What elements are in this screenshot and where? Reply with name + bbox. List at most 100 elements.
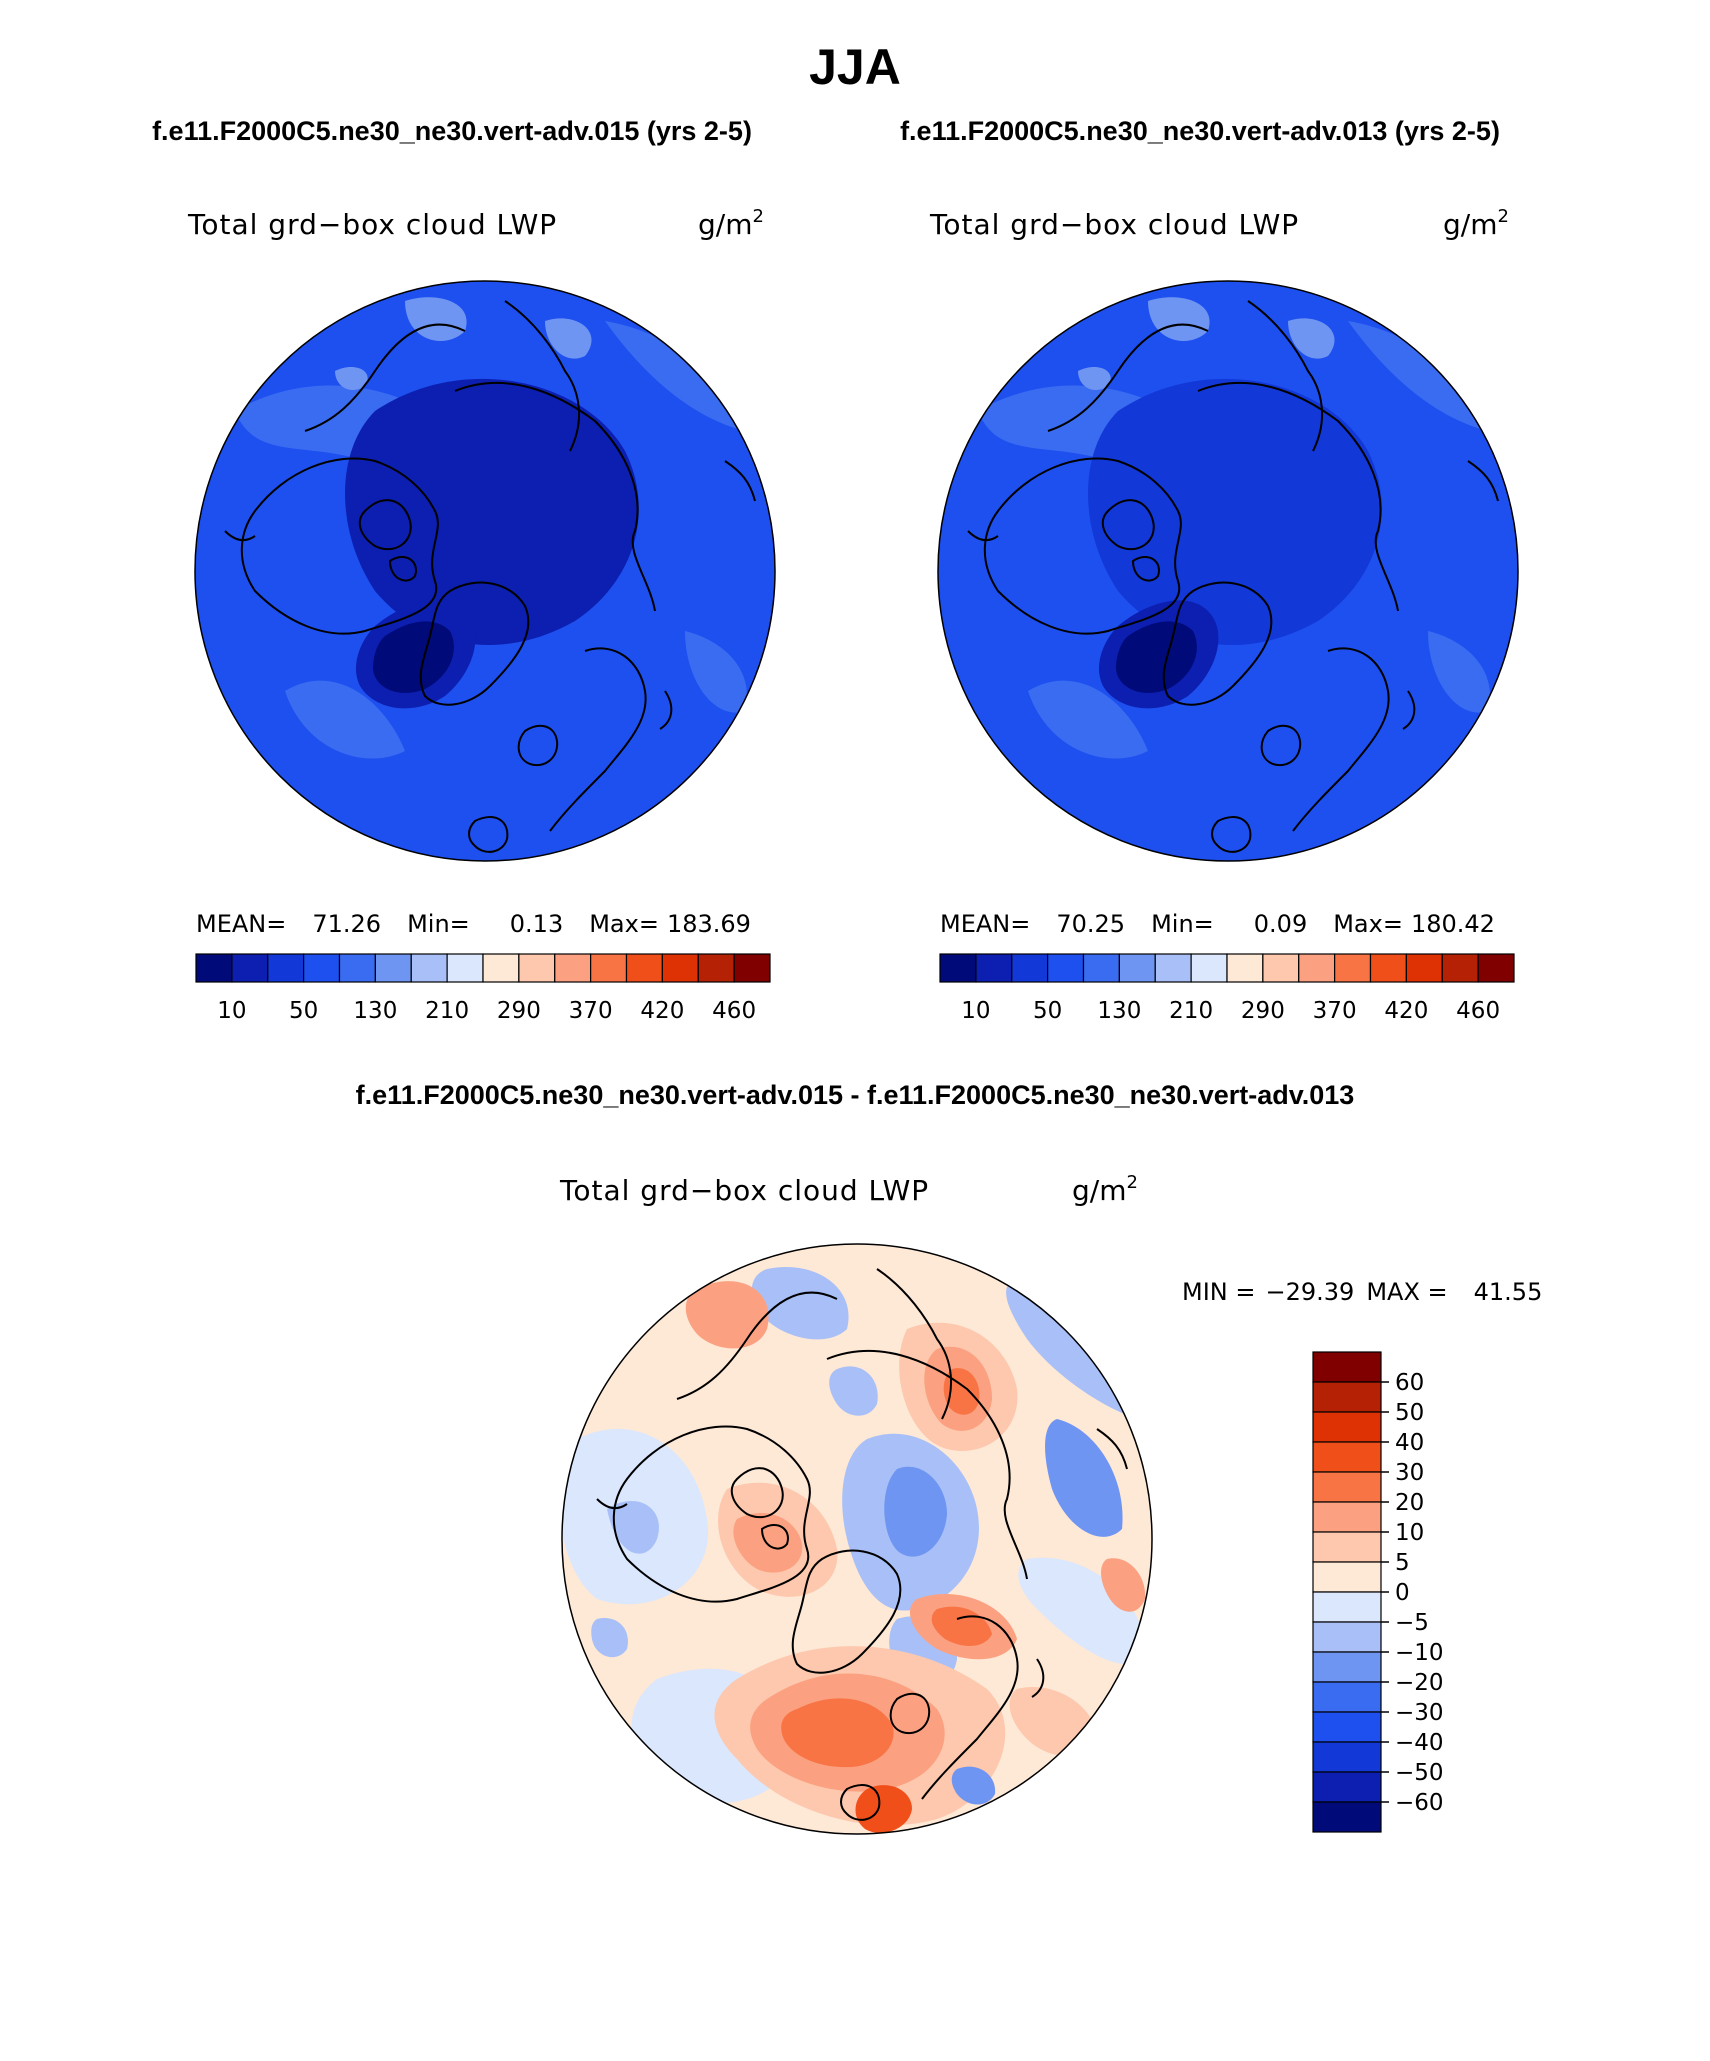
colorbar-box [1312,1591,1382,1623]
colorbar-box [733,953,771,983]
colorbar-box [1011,953,1049,983]
panel2-colorbar: 10 50 130 210 290 370 420 460 [939,953,1515,1024]
colorbar-tick-label: 10 [217,998,246,1024]
difference-stats: MIN = −29.39 MAX = 41.55 [1182,1278,1542,1306]
panel2-stats: MEAN= 70.25 Min= 0.09 Max= 180.42 [940,910,1495,938]
colorbar-tick-label: 420 [1384,998,1428,1024]
panel1-case-title: f.e11.F2000C5.ne30_ne30.vert-adv.015 (yr… [152,116,752,146]
colorbar-box [1312,1621,1382,1653]
colorbar-tick-label: 370 [1313,998,1357,1024]
colorbar-tick-label: 290 [497,998,541,1024]
panel2-variable-label: Total grd−box cloud LWP [929,208,1299,241]
colorbar-box [1312,1771,1382,1803]
panel2-coastlines [967,300,1499,853]
colorbar-box [1312,1651,1382,1683]
colorbar-tick-label: 370 [569,998,613,1024]
panel2-case-title: f.e11.F2000C5.ne30_ne30.vert-adv.013 (yr… [900,116,1500,146]
colorbar-tick-label: −40 [1395,1730,1444,1756]
colorbar-tick-label: 10 [1395,1520,1424,1546]
colorbar-tick-label: 60 [1395,1370,1424,1396]
colorbar-box [625,953,663,983]
figure-title: JJA [809,39,901,95]
colorbar-box [1312,1711,1382,1743]
colorbar-tick-label: 420 [640,998,684,1024]
colorbar-box [1477,953,1515,983]
colorbar-box [303,953,341,983]
colorbar-box [1262,953,1300,983]
colorbar-tick-label: −60 [1395,1790,1444,1816]
panel1-polar-map [194,280,776,862]
colorbar-box [1047,953,1085,983]
colorbar-box [482,953,520,983]
colorbar-box [1334,953,1372,983]
colorbar-box [1312,1801,1382,1833]
panel1-variable-label: Total grd−box cloud LWP [187,208,557,241]
colorbar-tick-label: 210 [425,998,469,1024]
colorbar-box [1312,1531,1382,1563]
panel2-polar-map [937,280,1519,862]
colorbar-tick-label: −50 [1395,1760,1444,1786]
colorbar-box [1082,953,1120,983]
colorbar-box [338,953,376,983]
difference-lwp-field [562,1244,1152,1834]
colorbar-tick-label: 5 [1395,1550,1410,1576]
colorbar-tick-label: 130 [353,998,397,1024]
colorbar-tick-label: −20 [1395,1670,1444,1696]
colorbar-box [1312,1561,1382,1593]
colorbar-box [1154,953,1192,983]
colorbar-box [374,953,412,983]
colorbar-tick-label: −30 [1395,1700,1444,1726]
panel1-stats: MEAN= 71.26 Min= 0.13 Max= 183.69 [196,910,751,938]
colorbar-tick-label: 10 [961,998,990,1024]
colorbar-box [697,953,735,983]
colorbar-box [1441,953,1479,983]
colorbar-box [554,953,592,983]
panel1-colorbar: 10 50 130 210 290 370 420 460 [195,953,771,1024]
colorbar-tick-label: 460 [712,998,756,1024]
colorbar-box [267,953,305,983]
colorbar-tick-label: 130 [1097,998,1141,1024]
colorbar-box [939,953,977,983]
colorbar-tick-label: 50 [1033,998,1062,1024]
colorbar-tick-label: 290 [1241,998,1285,1024]
colorbar-tick-label: 30 [1395,1460,1424,1486]
colorbar-box [975,953,1013,983]
colorbar-box [446,953,484,983]
colorbar-box [1405,953,1443,983]
colorbar-box [1312,1471,1382,1503]
difference-units: g/m2 [1072,1172,1138,1207]
colorbar-box [1312,1441,1382,1473]
colorbar-box [195,953,233,983]
panel1-lwp-field [195,281,775,861]
panel2-lwp-field [938,281,1518,861]
colorbar-box [1369,953,1407,983]
colorbar-tick-label: 210 [1169,998,1213,1024]
colorbar-box [1312,1381,1382,1413]
colorbar-box [1312,1501,1382,1533]
colorbar-tick-label: 50 [289,998,318,1024]
colorbar-box [1190,953,1228,983]
colorbar-box [590,953,628,983]
colorbar-box [518,953,556,983]
colorbar-box [1298,953,1336,983]
colorbar-box [661,953,699,983]
colorbar-tick-label: 50 [1395,1400,1424,1426]
panel2-units: g/m2 [1443,206,1509,241]
colorbar-box [231,953,269,983]
colorbar-tick-label: 40 [1395,1430,1424,1456]
difference-title: f.e11.F2000C5.ne30_ne30.vert-adv.015 - f… [356,1080,1355,1110]
panel1-coastlines [224,300,756,853]
colorbar-tick-label: −10 [1395,1640,1444,1666]
difference-coastlines [596,1268,1128,1821]
colorbar-tick-label: 0 [1395,1580,1410,1606]
difference-polar-map [561,1243,1153,1835]
colorbar-box [1312,1741,1382,1773]
panel1-units: g/m2 [698,206,764,241]
colorbar-box [1226,953,1264,983]
colorbar-box [1118,953,1156,983]
colorbar-box [410,953,448,983]
colorbar-box [1312,1681,1382,1713]
colorbar-box [1312,1351,1382,1383]
